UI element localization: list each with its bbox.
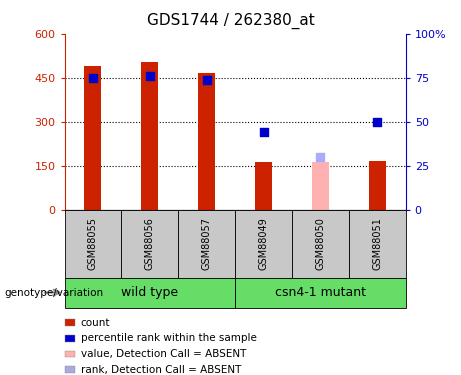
Bar [198,72,215,210]
Point [260,129,267,135]
Text: GSM88051: GSM88051 [372,217,382,270]
Text: GSM88057: GSM88057 [201,217,212,270]
Point [317,154,324,160]
Text: value, Detection Call = ABSENT: value, Detection Call = ABSENT [81,349,246,359]
Bar [235,210,292,278]
Text: GSM88056: GSM88056 [145,217,155,270]
Bar [369,160,386,210]
Text: genotype/variation: genotype/variation [5,288,104,297]
Point [203,76,210,82]
Bar [84,66,101,210]
Text: percentile rank within the sample: percentile rank within the sample [81,333,257,343]
Bar [178,210,235,278]
Text: GSM88049: GSM88049 [259,217,269,270]
Bar [349,210,406,278]
Point [373,119,381,125]
Bar [312,162,329,210]
Bar [65,278,235,308]
Bar [292,210,349,278]
Bar [255,162,272,210]
Point [89,75,97,81]
Text: rank, Detection Call = ABSENT: rank, Detection Call = ABSENT [81,365,241,375]
Text: GSM88055: GSM88055 [88,217,98,270]
Text: wild type: wild type [121,286,178,299]
Text: csn4-1 mutant: csn4-1 mutant [275,286,366,299]
Text: GSM88050: GSM88050 [315,217,325,270]
Text: GDS1744 / 262380_at: GDS1744 / 262380_at [147,13,314,29]
Bar [142,62,159,210]
Bar [235,278,406,308]
Text: count: count [81,318,110,327]
Bar [121,210,178,278]
Bar [65,210,121,278]
Point [146,73,154,79]
